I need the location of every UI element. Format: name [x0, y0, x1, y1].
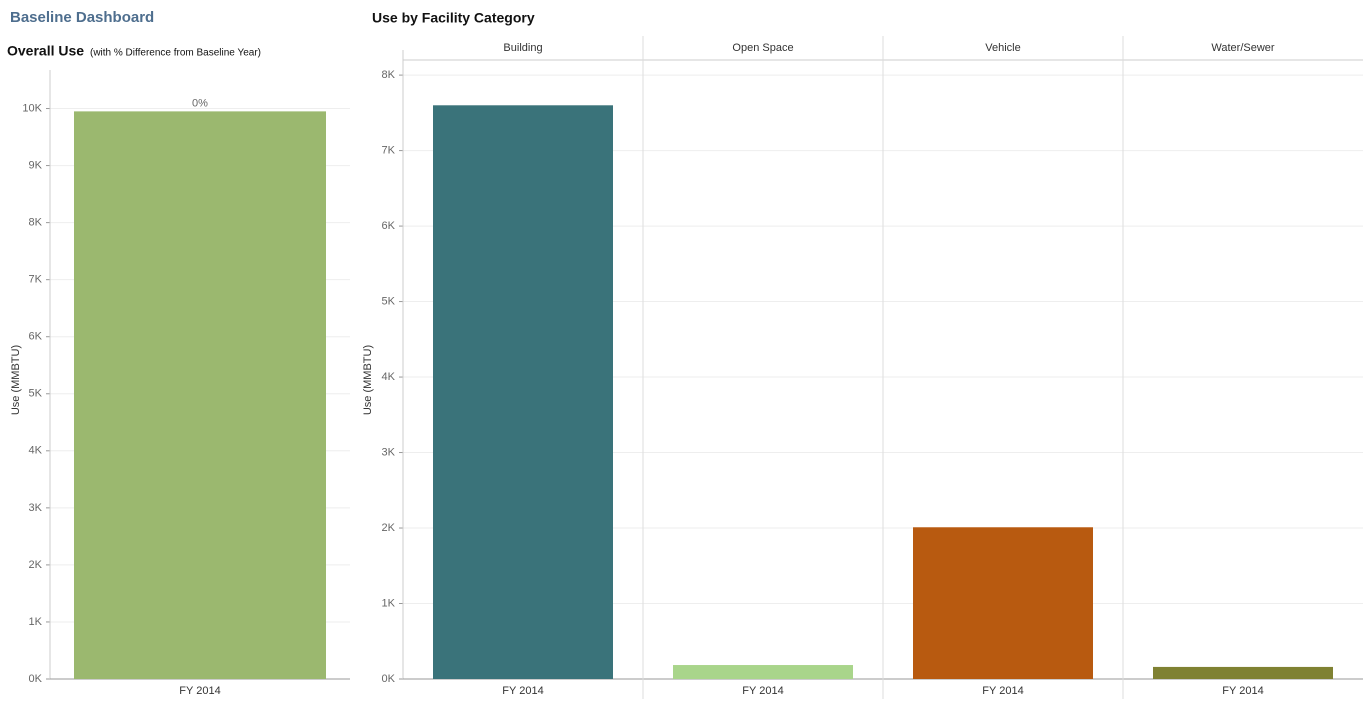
chart-subtitle: (with % Difference from Baseline Year)	[90, 48, 261, 59]
y-tick-label: 0K	[29, 673, 43, 685]
y-tick-label: 6K	[382, 220, 396, 232]
x-tick-label: FY 2014	[502, 685, 543, 697]
y-tick-label: 10K	[22, 102, 42, 114]
y-tick-label: 8K	[382, 69, 396, 81]
bar	[74, 111, 326, 679]
y-tick-label: 9K	[29, 159, 43, 171]
y-tick-label: 5K	[29, 388, 43, 400]
x-tick-label: FY 2014	[1222, 685, 1263, 697]
bar	[433, 105, 613, 680]
bar	[913, 527, 1093, 679]
y-tick-label: 6K	[29, 331, 43, 343]
y-tick-label: 8K	[29, 217, 43, 229]
facet-header: Building	[503, 42, 542, 54]
y-tick-label: 2K	[29, 559, 43, 571]
facet-header: Open Space	[732, 42, 793, 54]
y-tick-label: 5K	[382, 295, 396, 307]
y-tick-label: 4K	[29, 445, 43, 457]
dashboard-title: Baseline Dashboard	[10, 9, 154, 26]
bar-annotation: 0%	[192, 97, 208, 109]
y-tick-label: 0K	[382, 673, 396, 685]
y-tick-label: 1K	[382, 597, 396, 609]
facet-header: Vehicle	[985, 42, 1020, 54]
x-tick-label: FY 2014	[982, 685, 1023, 697]
y-axis-label: Use (MMBTU)	[362, 345, 374, 415]
bar	[1153, 666, 1333, 679]
y-tick-label: 7K	[29, 274, 43, 286]
facet-header: Water/Sewer	[1211, 42, 1275, 54]
y-tick-label: 7K	[382, 144, 396, 156]
y-tick-label: 1K	[29, 616, 43, 628]
chart-title: Use by Facility Category	[372, 10, 535, 26]
x-tick-label: FY 2014	[742, 685, 783, 697]
y-tick-label: 4K	[382, 371, 396, 383]
chart-title: Overall Use	[7, 43, 84, 59]
bar	[673, 665, 853, 679]
y-tick-label: 2K	[382, 522, 396, 534]
y-tick-label: 3K	[382, 446, 396, 458]
y-tick-label: 3K	[29, 502, 43, 514]
x-tick-label: FY 2014	[179, 685, 220, 697]
y-axis-label: Use (MMBTU)	[10, 345, 22, 415]
